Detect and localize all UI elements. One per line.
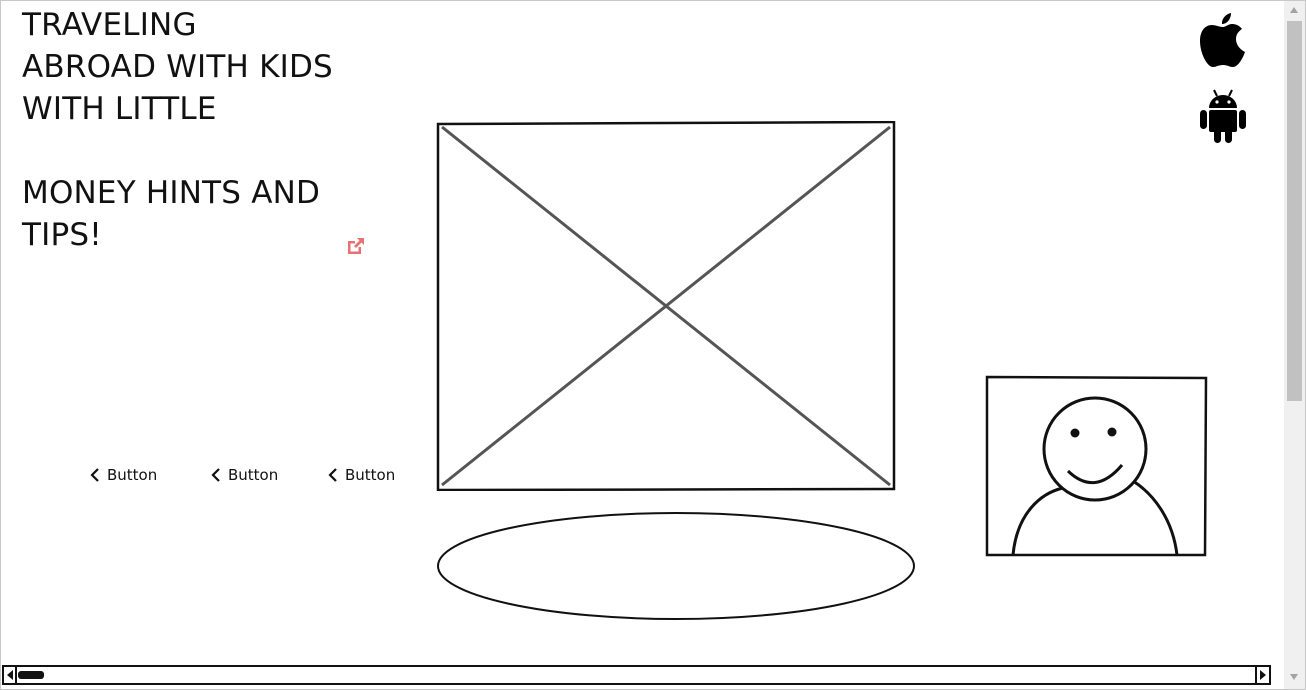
image-placeholder bbox=[436, 120, 896, 492]
title-line: WITH LITTLE bbox=[22, 91, 217, 127]
external-link-icon[interactable] bbox=[347, 237, 365, 255]
chevron-left-icon bbox=[211, 468, 220, 482]
vertical-scrollbar-thumb[interactable] bbox=[1287, 21, 1302, 401]
title-gap bbox=[22, 130, 382, 172]
back-button-1[interactable]: Button bbox=[88, 463, 157, 487]
button-label: Button bbox=[228, 466, 279, 484]
title-line: TRAVELING bbox=[22, 7, 197, 43]
scroll-down-icon[interactable] bbox=[1290, 674, 1298, 680]
ellipse-shape bbox=[435, 510, 917, 622]
title-line: ABROAD WITH KIDS bbox=[22, 49, 333, 85]
vertical-scrollbar[interactable] bbox=[1284, 1, 1305, 664]
chevron-left-icon bbox=[328, 468, 337, 482]
scroll-up-icon[interactable] bbox=[1290, 7, 1298, 13]
chevron-left-icon bbox=[90, 468, 99, 482]
back-button-3[interactable]: Button bbox=[326, 463, 395, 487]
apple-logo-icon[interactable] bbox=[1198, 11, 1248, 69]
user-avatar bbox=[985, 375, 1209, 559]
android-logo-icon[interactable] bbox=[1198, 88, 1248, 144]
title-line: MONEY HINTS AND bbox=[22, 175, 321, 211]
button-label: Button bbox=[107, 466, 158, 484]
page-title: TRAVELING ABROAD WITH KIDS WITH LITTLE M… bbox=[22, 4, 382, 256]
horizontal-scrollbar[interactable] bbox=[2, 664, 1272, 686]
title-line: TIPS! bbox=[22, 217, 102, 253]
scrollbar-corner bbox=[1284, 664, 1305, 689]
button-label: Button bbox=[345, 466, 396, 484]
back-button-2[interactable]: Button bbox=[209, 463, 278, 487]
